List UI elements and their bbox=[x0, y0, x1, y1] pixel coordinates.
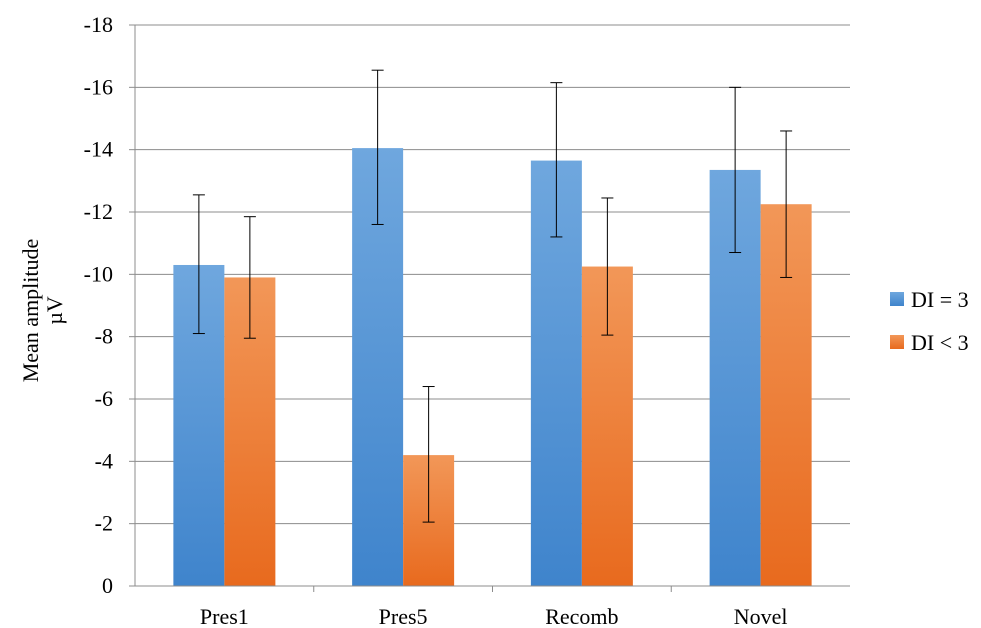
y-tick-label: -18 bbox=[84, 12, 113, 37]
y-tick-label: -8 bbox=[95, 324, 113, 349]
legend-label: DI = 3 bbox=[911, 287, 969, 312]
y-tick-labels: 0 -2 -4 -6 -8 -10 -12 -14 -16 -18 bbox=[84, 12, 113, 598]
y-axis-title-line: µV bbox=[42, 296, 67, 325]
legend-swatch bbox=[890, 335, 904, 349]
x-tick-labels: Pres1 Pres5 Recomb Novel bbox=[200, 604, 788, 628]
x-tick-label: Pres1 bbox=[200, 604, 249, 628]
bars bbox=[173, 148, 812, 587]
legend-swatch bbox=[890, 292, 904, 306]
y-tick-label: -16 bbox=[84, 74, 113, 99]
y-tick-label: -12 bbox=[84, 199, 113, 224]
y-tick-label: 0 bbox=[102, 573, 113, 598]
y-tick-label: -14 bbox=[84, 137, 113, 162]
y-tick-label: -6 bbox=[95, 386, 113, 411]
x-tick-label: Novel bbox=[734, 604, 788, 628]
y-tick-label: -10 bbox=[84, 261, 113, 286]
y-tick-label: -2 bbox=[95, 511, 113, 536]
axes bbox=[129, 24, 850, 592]
y-axis-title-line: Mean amplitude bbox=[18, 239, 43, 383]
error-bars bbox=[192, 69, 793, 523]
legend-label: DI < 3 bbox=[911, 330, 969, 355]
legend: DI = 3 DI < 3 bbox=[890, 287, 969, 355]
y-tick-label: -4 bbox=[95, 448, 113, 473]
x-tick-label: Recomb bbox=[545, 604, 618, 628]
y-axis-title: Mean amplitudeµV bbox=[18, 239, 67, 383]
x-tick-label: Pres5 bbox=[379, 604, 428, 628]
